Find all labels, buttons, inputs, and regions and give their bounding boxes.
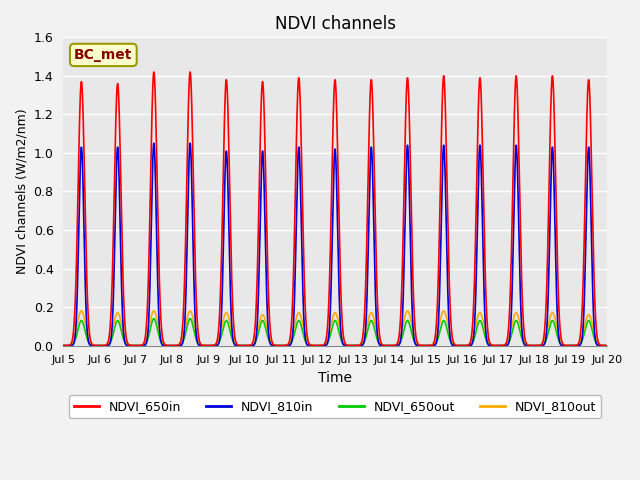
Y-axis label: NDVI channels (W/m2/nm): NDVI channels (W/m2/nm) <box>15 108 28 274</box>
Text: BC_met: BC_met <box>74 48 132 62</box>
Title: NDVI channels: NDVI channels <box>275 15 396 33</box>
X-axis label: Time: Time <box>318 371 352 385</box>
Legend: NDVI_650in, NDVI_810in, NDVI_650out, NDVI_810out: NDVI_650in, NDVI_810in, NDVI_650out, NDV… <box>68 395 601 418</box>
